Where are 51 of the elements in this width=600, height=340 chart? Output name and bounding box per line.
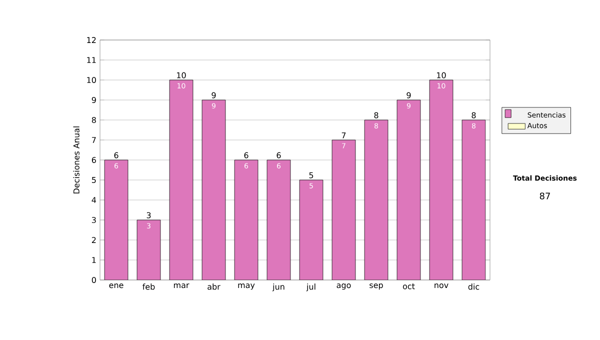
y-tick-label: 0 — [92, 276, 96, 284]
bar — [234, 160, 258, 280]
y-axis-title: Decisiones Anual — [73, 126, 80, 194]
x-tick-label: abr — [208, 284, 220, 290]
x-tick-label: oct — [402, 284, 415, 290]
bar — [170, 80, 193, 280]
x-tick-label: sep — [370, 284, 383, 290]
x-tick-label: feb — [142, 284, 155, 290]
bar — [137, 220, 160, 280]
y-tick-label: 4 — [92, 197, 96, 203]
total-label: 6 — [114, 152, 118, 158]
total-label: 10 — [177, 72, 186, 78]
x-tick-label: jun — [272, 284, 284, 292]
total-label: 6 — [244, 152, 248, 158]
text: 87 — [540, 192, 550, 200]
bar — [332, 140, 356, 280]
x-tick-label: ago — [336, 284, 351, 290]
y-tick-label: 5 — [92, 177, 96, 183]
y-tick-label: 10 — [87, 76, 96, 84]
y-tick-label: 3 — [92, 216, 96, 224]
total-label: 6 — [276, 152, 281, 158]
x-tick-label: ene — [109, 284, 124, 288]
total-label: 5 — [309, 172, 314, 178]
y-tick-label: 2 — [92, 237, 96, 243]
bar — [462, 120, 486, 280]
x-tick-label: nov — [434, 284, 448, 288]
bar — [202, 100, 226, 280]
bar — [300, 180, 323, 280]
total-label: 3 — [146, 212, 151, 218]
bar — [364, 120, 388, 280]
y-tick-label: 9 — [92, 96, 96, 104]
y-tick-label: 6 — [92, 156, 96, 164]
x-tick-label: dic — [468, 284, 480, 290]
y-tick-label: 1 — [92, 257, 96, 263]
bar — [104, 160, 128, 280]
x-tick-label: mar — [174, 284, 190, 288]
total-label: 9 — [406, 92, 411, 98]
y-tick-label: 8 — [92, 116, 96, 124]
bar — [267, 160, 290, 280]
total-label: 9 — [212, 92, 216, 98]
y-tick-label: 7 — [92, 137, 96, 143]
x-tick-label: jul — [306, 284, 316, 292]
total-label: 7 — [342, 132, 346, 138]
y-tick-label: 12 — [87, 37, 96, 43]
total-label: 10 — [437, 72, 446, 78]
total-label: 8 — [472, 112, 476, 118]
x-tick-label: may — [238, 284, 255, 290]
bar — [397, 100, 420, 280]
bar — [430, 80, 453, 280]
y-tick-label: 11 — [87, 57, 96, 63]
total-label: 8 — [374, 112, 378, 118]
